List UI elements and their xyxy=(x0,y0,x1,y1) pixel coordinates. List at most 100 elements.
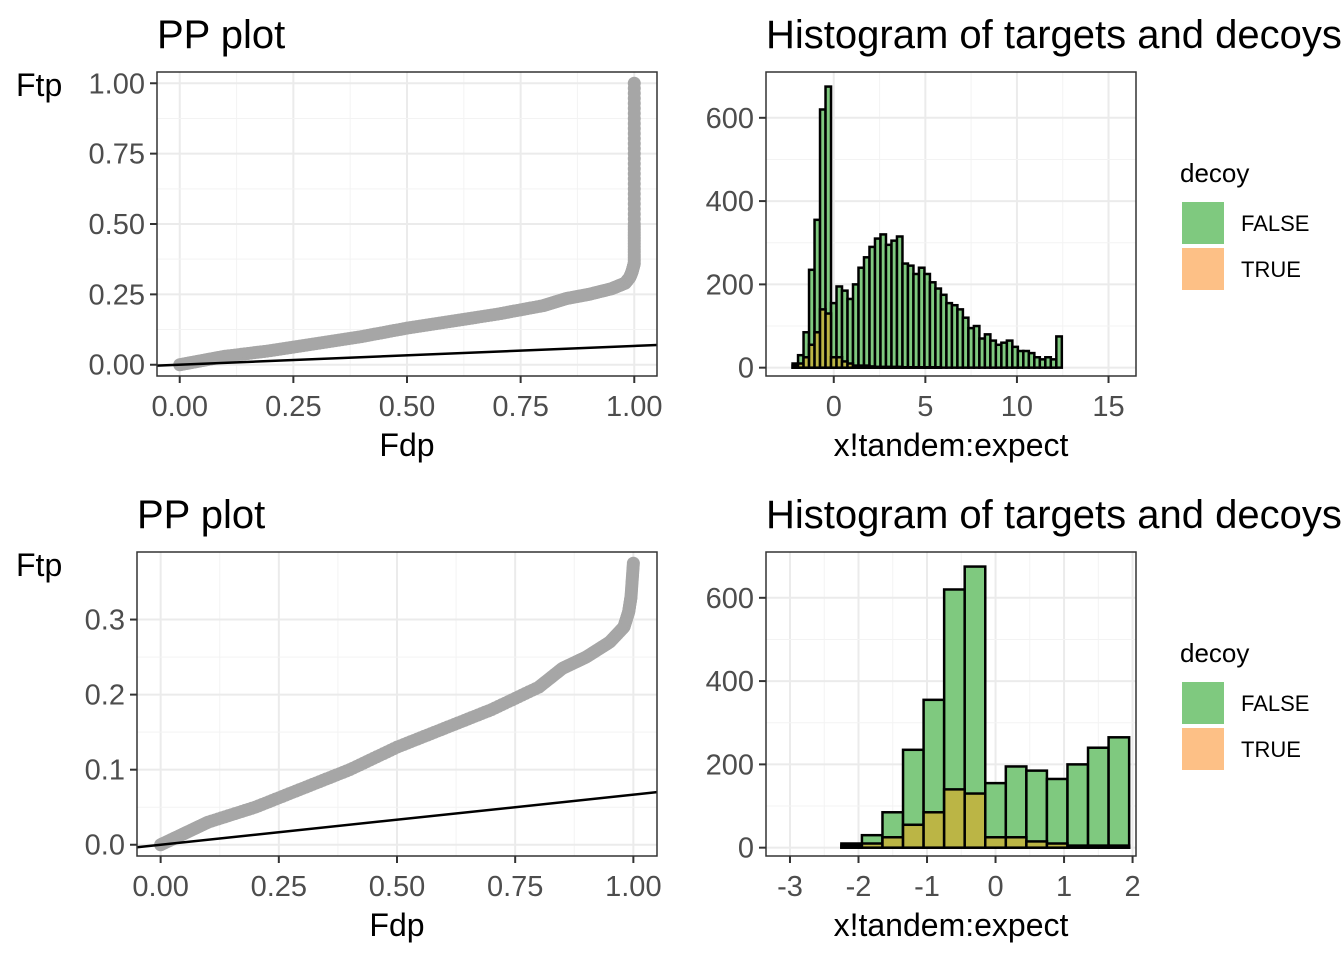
plot-area xyxy=(840,565,1131,849)
pp-points xyxy=(154,556,640,852)
chart-panel-1: 0.00 0.25 0.50 0.75 1.00 0.00 0.25 0.50 0.75 1.00… xyxy=(16,13,662,463)
bar-false xyxy=(1004,765,1028,849)
x-tick-label: 1.00 xyxy=(605,871,661,903)
axis-ticks: 0.00 0.25 0.50 0.75 1.00 0.00 0.25 0.50 0.75 1.00 xyxy=(89,68,663,423)
y-tick-label: 0.3 xyxy=(85,605,125,637)
axis-ticks: -3 -2 -1 0 1 2 0 200 400 600 xyxy=(706,583,1141,903)
bar-false xyxy=(1025,769,1049,849)
reference-line xyxy=(137,790,657,849)
gridlines xyxy=(137,552,657,856)
x-tick-label: 0.50 xyxy=(379,391,435,423)
bar-false xyxy=(1045,777,1069,849)
legend-label: FALSE xyxy=(1241,211,1309,236)
bar-true xyxy=(901,823,925,849)
y-axis-label: Ftp xyxy=(16,547,62,583)
chart-title: Histogram of targets and decoys xyxy=(766,13,1342,57)
y-tick-label: 200 xyxy=(706,749,754,781)
chart-title: PP plot xyxy=(137,493,265,537)
bar-true xyxy=(881,836,905,849)
chart-title: Histogram of targets and decoys xyxy=(766,493,1342,537)
x-tick-label: 0.00 xyxy=(152,391,208,423)
pp-point xyxy=(626,556,640,570)
reference-line xyxy=(157,343,657,367)
plot-area xyxy=(137,556,657,852)
legend-swatch xyxy=(1182,202,1224,244)
x-axis-label: x!tandem:expect xyxy=(834,427,1069,463)
x-tick-label: 10 xyxy=(1001,391,1033,423)
bar-true xyxy=(984,836,1008,849)
x-tick-label: 1.00 xyxy=(606,391,662,423)
x-axis-label: Fdp xyxy=(369,907,424,943)
bar-true xyxy=(963,792,987,849)
bar-true xyxy=(1107,844,1131,849)
x-tick-label: 0.25 xyxy=(265,391,321,423)
y-tick-label: 200 xyxy=(706,269,754,301)
y-tick-label: 0.1 xyxy=(85,755,125,787)
bar-true xyxy=(1066,844,1090,849)
x-tick-label: 0.75 xyxy=(492,391,548,423)
x-tick-label: 0 xyxy=(987,871,1003,903)
x-tick-label: 0.00 xyxy=(132,871,188,903)
legend-title: decoy xyxy=(1180,638,1249,668)
legend-title: decoy xyxy=(1180,158,1249,188)
bar-false xyxy=(1086,746,1110,849)
histogram-bars xyxy=(791,85,1064,369)
bar-true xyxy=(840,844,864,849)
y-tick-label: 400 xyxy=(706,666,754,698)
x-axis-label: x!tandem:expect xyxy=(834,907,1069,943)
y-tick-label: 0 xyxy=(738,353,754,385)
x-tick-label: 5 xyxy=(917,391,933,423)
histogram-bars xyxy=(840,565,1131,849)
x-tick-label: -2 xyxy=(846,871,872,903)
legend-label: TRUE xyxy=(1241,257,1301,282)
legend: decoy FALSE TRUE xyxy=(1180,158,1309,290)
bar-false xyxy=(1066,763,1090,849)
legend-swatch xyxy=(1182,682,1224,724)
y-tick-label: 0.25 xyxy=(89,279,145,311)
y-tick-label: 0 xyxy=(738,833,754,865)
x-axis-label: Fdp xyxy=(379,427,434,463)
legend-label: TRUE xyxy=(1241,737,1301,762)
y-tick-label: 0.50 xyxy=(89,209,145,241)
y-tick-label: 0.0 xyxy=(85,830,125,862)
y-tick-label: 400 xyxy=(706,186,754,218)
x-tick-label: 0 xyxy=(826,391,842,423)
bar-true xyxy=(824,312,833,369)
legend: decoy FALSE TRUE xyxy=(1180,638,1309,770)
bar-true xyxy=(860,842,884,849)
legend-swatch xyxy=(1182,248,1224,290)
x-tick-label: 15 xyxy=(1092,391,1124,423)
bar-true xyxy=(1045,842,1069,849)
legend-swatch xyxy=(1182,728,1224,770)
x-tick-label: -3 xyxy=(777,871,803,903)
y-tick-label: 0.2 xyxy=(85,680,125,712)
panel-border xyxy=(765,551,1137,857)
x-tick-label: 1 xyxy=(1056,871,1072,903)
bar-true xyxy=(1086,844,1110,849)
axis-ticks: 0.00 0.25 0.50 0.75 1.00 0.0 0.1 0.2 0.3 xyxy=(85,605,662,903)
y-tick-label: 0.75 xyxy=(89,139,145,171)
bar-false xyxy=(1055,335,1064,369)
axis-ticks: 0 5 10 15 0 200 400 600 xyxy=(706,103,1125,423)
chart-panel-2: 0 5 10 15 0 200 400 600 Histogram of targets and… xyxy=(706,13,1342,463)
chart-panel-4: -3 -2 -1 0 1 2 0 200 400 600 Histogram of targets … xyxy=(706,493,1342,943)
plot-area xyxy=(791,85,1064,369)
legend-label: FALSE xyxy=(1241,691,1309,716)
y-tick-label: 600 xyxy=(706,103,754,135)
x-tick-label: -1 xyxy=(914,871,940,903)
x-tick-label: 0.75 xyxy=(487,871,543,903)
chart-title: PP plot xyxy=(157,13,285,57)
y-tick-label: 600 xyxy=(706,583,754,615)
chart-panel-3: 0.00 0.25 0.50 0.75 1.00 0.0 0.1 0.2 0.3 PP plot F… xyxy=(16,493,662,943)
panel-border xyxy=(765,71,1137,377)
y-axis-label: Ftp xyxy=(16,67,62,103)
bar-true xyxy=(922,811,946,849)
bar-true xyxy=(942,788,966,849)
bar-false xyxy=(1107,736,1131,849)
pp-point xyxy=(627,76,641,90)
x-tick-label: 0.50 xyxy=(369,871,425,903)
y-tick-label: 0.00 xyxy=(89,350,145,382)
x-tick-label: 2 xyxy=(1125,871,1141,903)
plot-area xyxy=(157,76,657,372)
